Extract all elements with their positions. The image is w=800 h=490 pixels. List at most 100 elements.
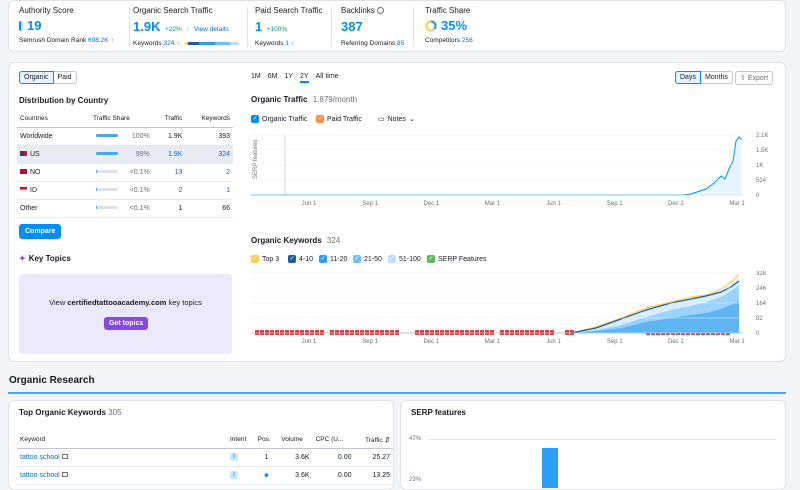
kpi-value[interactable]: 35% [441, 18, 468, 33]
serp-feature-marker[interactable] [505, 330, 509, 335]
country-row[interactable]: Other <0.1% 1 66 [17, 199, 233, 218]
col-volume[interactable]: Volume [278, 432, 313, 449]
serp-feature-marker[interactable] [355, 330, 359, 335]
view-details-link[interactable]: View details [193, 26, 229, 33]
serp-feature-marker[interactable] [530, 330, 534, 335]
serp-feature-marker[interactable] [525, 330, 529, 335]
kpi-value[interactable]: 1 [255, 19, 263, 34]
legend-item[interactable]: ✓ Top 3 [251, 255, 279, 263]
country-row[interactable]: ID <0.1% 2 1 [17, 181, 233, 200]
serp-feature-marker[interactable] [335, 330, 339, 335]
serp-feature-marker[interactable] [390, 330, 394, 335]
period-1y[interactable]: 1Y [284, 73, 294, 80]
serp-feature-marker[interactable] [275, 330, 279, 335]
serp-feature-marker[interactable] [350, 330, 354, 335]
serp-feature-marker[interactable] [370, 330, 374, 335]
country-row[interactable]: NO <0.1% 13 2 [17, 163, 233, 182]
serp-feature-marker[interactable] [545, 330, 549, 335]
col-pos[interactable]: Pos. [254, 432, 279, 449]
legend-item[interactable]: ✓ 21-50 [353, 255, 382, 263]
serp-feature-marker[interactable] [485, 330, 489, 335]
serp-feature-marker[interactable] [415, 330, 419, 335]
country-row[interactable]: US 99% 1.9K 324 [17, 145, 233, 164]
serp-feature-marker[interactable] [280, 330, 284, 335]
col-cpc[interactable]: CPC (U... [312, 432, 355, 449]
legend-item[interactable]: ✓ 11-20 [319, 255, 347, 263]
notes-dropdown[interactable]: ▭ Notes ⌄ [378, 115, 415, 124]
serp-feature-marker[interactable] [385, 330, 389, 335]
serp-feature-marker[interactable] [320, 330, 324, 335]
serp-feature-marker[interactable] [540, 330, 544, 335]
col-keyword[interactable]: Keyword [17, 432, 227, 449]
serp-feature-marker[interactable] [470, 330, 474, 335]
serp-feature-marker[interactable] [445, 330, 449, 335]
serp-feature-marker[interactable] [360, 330, 364, 335]
tab-organic[interactable]: Organic [19, 71, 54, 84]
keywords-value[interactable]: 2 [185, 163, 233, 182]
serp-feature-marker[interactable] [480, 330, 484, 335]
serp-feature-marker[interactable] [380, 330, 384, 335]
serp-feature-bar[interactable] [542, 448, 558, 488]
serp-feature-marker[interactable] [260, 330, 264, 335]
serp-feature-marker[interactable] [515, 330, 519, 335]
serp-feature-marker[interactable] [375, 330, 379, 335]
kpi-value[interactable]: 19 [27, 18, 42, 33]
period-1m[interactable]: 1M [251, 73, 261, 80]
serp-feature-marker[interactable] [450, 330, 454, 335]
serp-feature-marker[interactable] [345, 330, 349, 335]
serp-feature-marker[interactable] [255, 330, 259, 335]
tab-paid[interactable]: Paid [53, 71, 77, 84]
days-button[interactable]: Days [675, 71, 701, 84]
kpi-sub-value[interactable]: 324 [163, 40, 175, 47]
serp-feature-marker[interactable] [270, 330, 274, 335]
serp-feature-marker[interactable] [500, 330, 504, 335]
serp-feature-marker[interactable] [550, 330, 554, 335]
serp-feature-marker[interactable] [510, 330, 514, 335]
export-button[interactable]: ⇪ Export [735, 71, 774, 85]
serp-feature-marker[interactable] [365, 330, 369, 335]
keyword-link[interactable]: tattoo school [20, 471, 60, 479]
serp-feature-marker[interactable] [430, 330, 434, 335]
serp-feature-marker[interactable] [305, 330, 309, 335]
serp-feature-marker[interactable] [440, 330, 444, 335]
keywords-value[interactable]: 1 [185, 181, 233, 200]
months-button[interactable]: Months [700, 71, 733, 84]
serp-feature-marker[interactable] [330, 330, 334, 335]
serp-feature-marker[interactable] [395, 330, 399, 335]
serp-feature-marker[interactable] [340, 330, 344, 335]
period-6m[interactable]: 6M [267, 73, 278, 80]
serp-feature-marker[interactable] [465, 330, 469, 335]
country-row[interactable]: Worldwide 100% 1.9K 393 [17, 127, 233, 146]
legend-paid-traffic[interactable]: ✓ Paid Traffic [316, 115, 362, 123]
serp-feature-marker[interactable] [265, 330, 269, 335]
legend-organic-traffic[interactable]: ✓ Organic Traffic [251, 115, 307, 123]
serp-feature-marker[interactable] [475, 330, 479, 335]
serp-feature-marker[interactable] [425, 330, 429, 335]
keyword-link[interactable]: tattoo school [20, 453, 60, 461]
traffic-value[interactable]: 2 [152, 181, 186, 200]
kpi-value[interactable]: 387 [341, 19, 363, 34]
keywords-value[interactable]: 324 [185, 145, 233, 164]
serp-feature-marker[interactable] [520, 330, 524, 335]
get-topics-button[interactable]: Get topics [104, 317, 149, 330]
legend-item[interactable]: ✓ 51-100 [388, 255, 421, 263]
serp-feature-marker[interactable] [565, 330, 569, 335]
serp-feature-marker[interactable] [535, 330, 539, 335]
col-intent[interactable]: Intent [227, 432, 255, 449]
col-traffic[interactable]: Traffic ⇵ [354, 432, 393, 449]
serp-feature-marker[interactable] [435, 330, 439, 335]
legend-item[interactable]: ✓ 4-10 [288, 255, 313, 263]
serp-feature-marker[interactable] [290, 330, 294, 335]
serp-feature-marker[interactable] [295, 330, 299, 335]
serp-feature-marker[interactable] [460, 330, 464, 335]
serp-feature-marker[interactable] [285, 330, 289, 335]
compare-button[interactable]: Compare [19, 224, 62, 239]
period-all-time[interactable]: All time [315, 73, 339, 80]
kpi-sub-value[interactable]: 85 [397, 40, 405, 47]
traffic-value[interactable]: 13 [152, 163, 186, 182]
serp-feature-marker[interactable] [420, 330, 424, 335]
legend-item[interactable]: ✓ SERP Features [427, 255, 487, 263]
kpi-sub-value[interactable]: 256 [461, 37, 473, 44]
period-2y[interactable]: 2Y [300, 73, 309, 83]
serp-feature-marker[interactable] [455, 330, 459, 335]
